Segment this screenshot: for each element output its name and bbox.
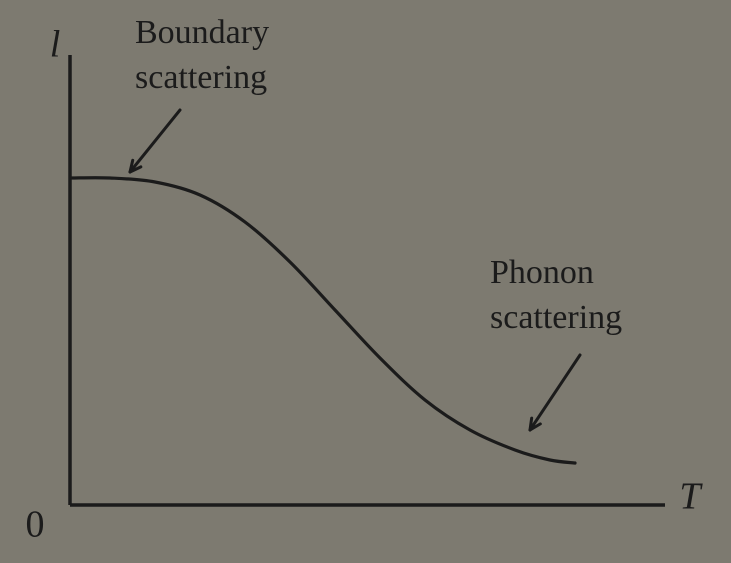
x-axis-label: T — [679, 476, 703, 518]
chart-background — [0, 0, 731, 563]
phonon-scattering-label-line1: Phonon — [490, 254, 594, 291]
phonon-scattering-label-line2: scattering — [490, 299, 622, 336]
boundary-scattering-label-line1: Boundary — [135, 14, 269, 51]
boundary-scattering-label-line2: scattering — [135, 59, 267, 96]
chart-container: l T 0 Boundary scattering Phonon scattering — [0, 0, 731, 563]
origin-label: 0 — [26, 504, 45, 546]
y-axis-label: l — [50, 24, 61, 66]
chart-svg: l T 0 Boundary scattering Phonon scattering — [0, 0, 731, 563]
